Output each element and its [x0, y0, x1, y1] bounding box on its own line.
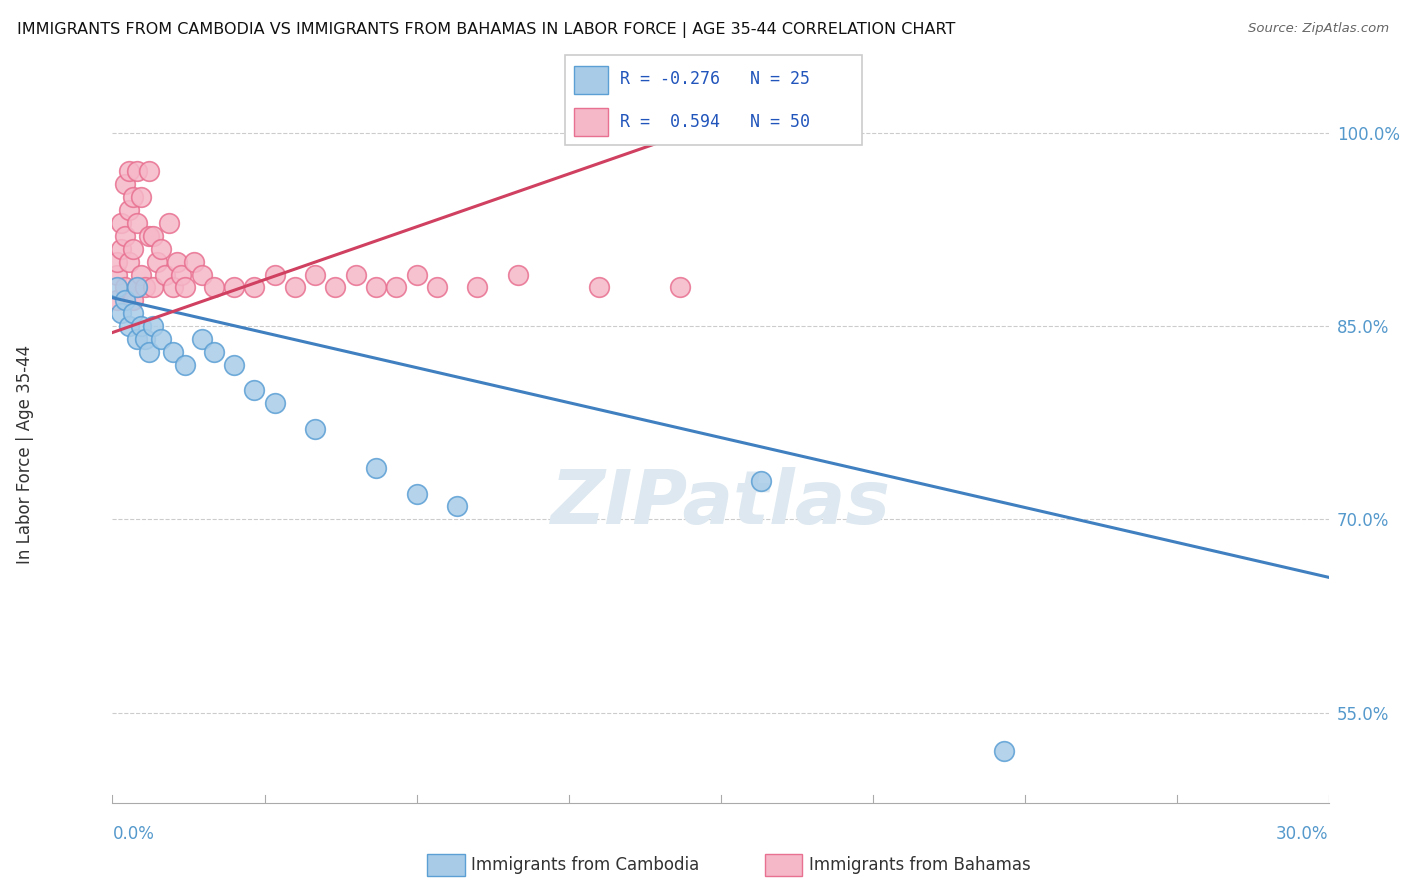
Point	[284, 280, 307, 294]
Point	[385, 280, 408, 294]
Point	[125, 280, 148, 294]
Text: R = -0.276   N = 25: R = -0.276 N = 25	[620, 70, 810, 88]
Point	[121, 293, 143, 308]
Point	[405, 268, 427, 282]
Point	[129, 319, 152, 334]
Point	[263, 268, 285, 282]
Bar	[427, 855, 464, 876]
Point	[110, 306, 132, 320]
Point	[142, 319, 165, 334]
Point	[183, 254, 205, 268]
Point	[243, 280, 266, 294]
Bar	[575, 66, 607, 94]
Point	[110, 242, 132, 256]
Text: 0.0%: 0.0%	[112, 825, 155, 843]
Point	[364, 460, 387, 475]
Point	[121, 242, 143, 256]
Point	[118, 254, 141, 268]
Point	[129, 190, 152, 204]
Point	[162, 280, 184, 294]
Point	[162, 344, 184, 359]
Text: Source: ZipAtlas.com: Source: ZipAtlas.com	[1249, 22, 1389, 36]
Text: Immigrants from Cambodia: Immigrants from Cambodia	[471, 856, 700, 874]
Point	[114, 280, 136, 294]
Point	[138, 344, 160, 359]
Bar	[575, 108, 607, 136]
Point	[304, 268, 326, 282]
Point	[114, 178, 136, 192]
Point	[134, 280, 156, 294]
Point	[125, 332, 148, 346]
Text: Immigrants from Bahamas: Immigrants from Bahamas	[808, 856, 1031, 874]
Point	[446, 500, 468, 514]
Point	[146, 254, 169, 268]
Point	[114, 293, 136, 308]
Point	[114, 228, 136, 243]
Point	[426, 280, 449, 294]
Text: IMMIGRANTS FROM CAMBODIA VS IMMIGRANTS FROM BAHAMAS IN LABOR FORCE | AGE 35-44 C: IMMIGRANTS FROM CAMBODIA VS IMMIGRANTS F…	[17, 22, 955, 38]
Text: R =  0.594   N = 50: R = 0.594 N = 50	[620, 113, 810, 131]
Point	[467, 280, 489, 294]
Point	[157, 216, 180, 230]
Point	[263, 396, 285, 410]
Point	[142, 280, 165, 294]
Point	[174, 280, 197, 294]
Point	[222, 280, 246, 294]
Point	[153, 268, 176, 282]
Point	[150, 242, 173, 256]
Point	[125, 216, 148, 230]
Point	[134, 332, 156, 346]
Point	[202, 280, 225, 294]
Point	[222, 358, 246, 372]
FancyBboxPatch shape	[565, 55, 862, 145]
Point	[142, 228, 165, 243]
Point	[105, 254, 128, 268]
Point	[105, 268, 128, 282]
Point	[174, 358, 197, 372]
Point	[344, 268, 367, 282]
Point	[105, 293, 128, 308]
Point	[993, 744, 1015, 758]
Point	[125, 280, 148, 294]
Point	[150, 332, 173, 346]
Point	[125, 164, 148, 178]
Point	[121, 190, 143, 204]
Point	[243, 384, 266, 398]
Point	[118, 319, 141, 334]
Text: ZIPatlas: ZIPatlas	[551, 467, 890, 541]
Point	[138, 228, 160, 243]
Point	[118, 203, 141, 218]
Point	[190, 332, 212, 346]
Point	[304, 422, 326, 436]
Point	[121, 306, 143, 320]
Point	[170, 268, 193, 282]
Point	[105, 280, 128, 294]
Point	[129, 268, 152, 282]
Point	[405, 486, 427, 500]
Point	[325, 280, 347, 294]
Point	[364, 280, 387, 294]
Point	[588, 280, 610, 294]
Point	[506, 268, 529, 282]
Point	[749, 474, 772, 488]
Point	[110, 216, 132, 230]
Text: In Labor Force | Age 35-44: In Labor Force | Age 35-44	[17, 345, 34, 565]
Point	[190, 268, 212, 282]
Point	[138, 164, 160, 178]
Bar	[765, 855, 801, 876]
Point	[166, 254, 188, 268]
Point	[202, 344, 225, 359]
Point	[118, 164, 141, 178]
Point	[669, 280, 692, 294]
Text: 30.0%: 30.0%	[1277, 825, 1329, 843]
